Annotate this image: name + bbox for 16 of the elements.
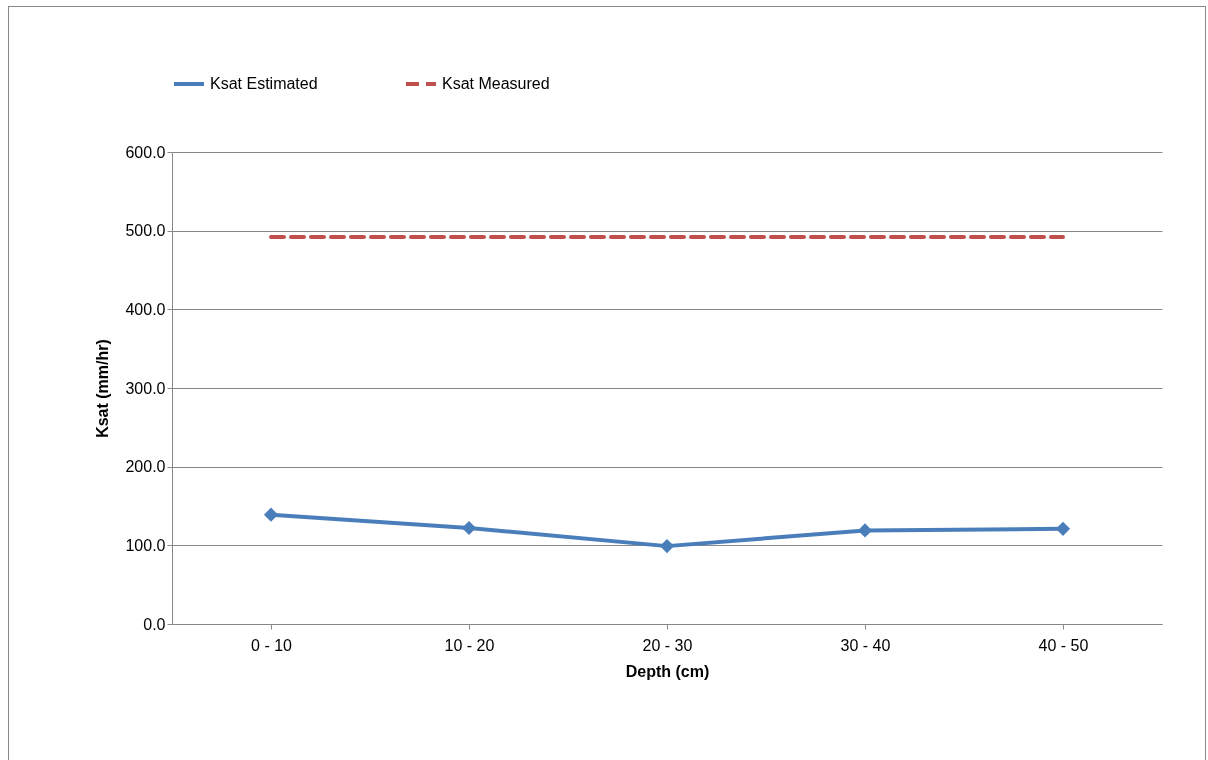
y-tick-label: 600.0 — [125, 143, 166, 161]
x-tick-label: 0 - 10 — [251, 636, 293, 654]
y-axis-title: Ksat (mm/hr) — [94, 339, 112, 438]
x-tick-label: 20 - 30 — [642, 636, 693, 654]
y-tick-label: 500.0 — [125, 222, 166, 240]
y-tick-label: 200.0 — [125, 458, 166, 476]
x-tick-label: 30 - 40 — [840, 636, 891, 654]
y-tick-label: 100.0 — [125, 536, 166, 554]
x-tick-label: 10 - 20 — [444, 636, 495, 654]
legend-label: Ksat Measured — [442, 75, 550, 92]
y-tick-label: 400.0 — [125, 300, 166, 318]
y-tick-label: 0.0 — [143, 615, 166, 633]
x-axis-title: Depth (cm) — [625, 662, 710, 680]
legend-label: Ksat Estimated — [210, 75, 318, 92]
y-tick-label: 300.0 — [125, 379, 166, 397]
x-tick-label: 40 - 50 — [1038, 636, 1089, 654]
